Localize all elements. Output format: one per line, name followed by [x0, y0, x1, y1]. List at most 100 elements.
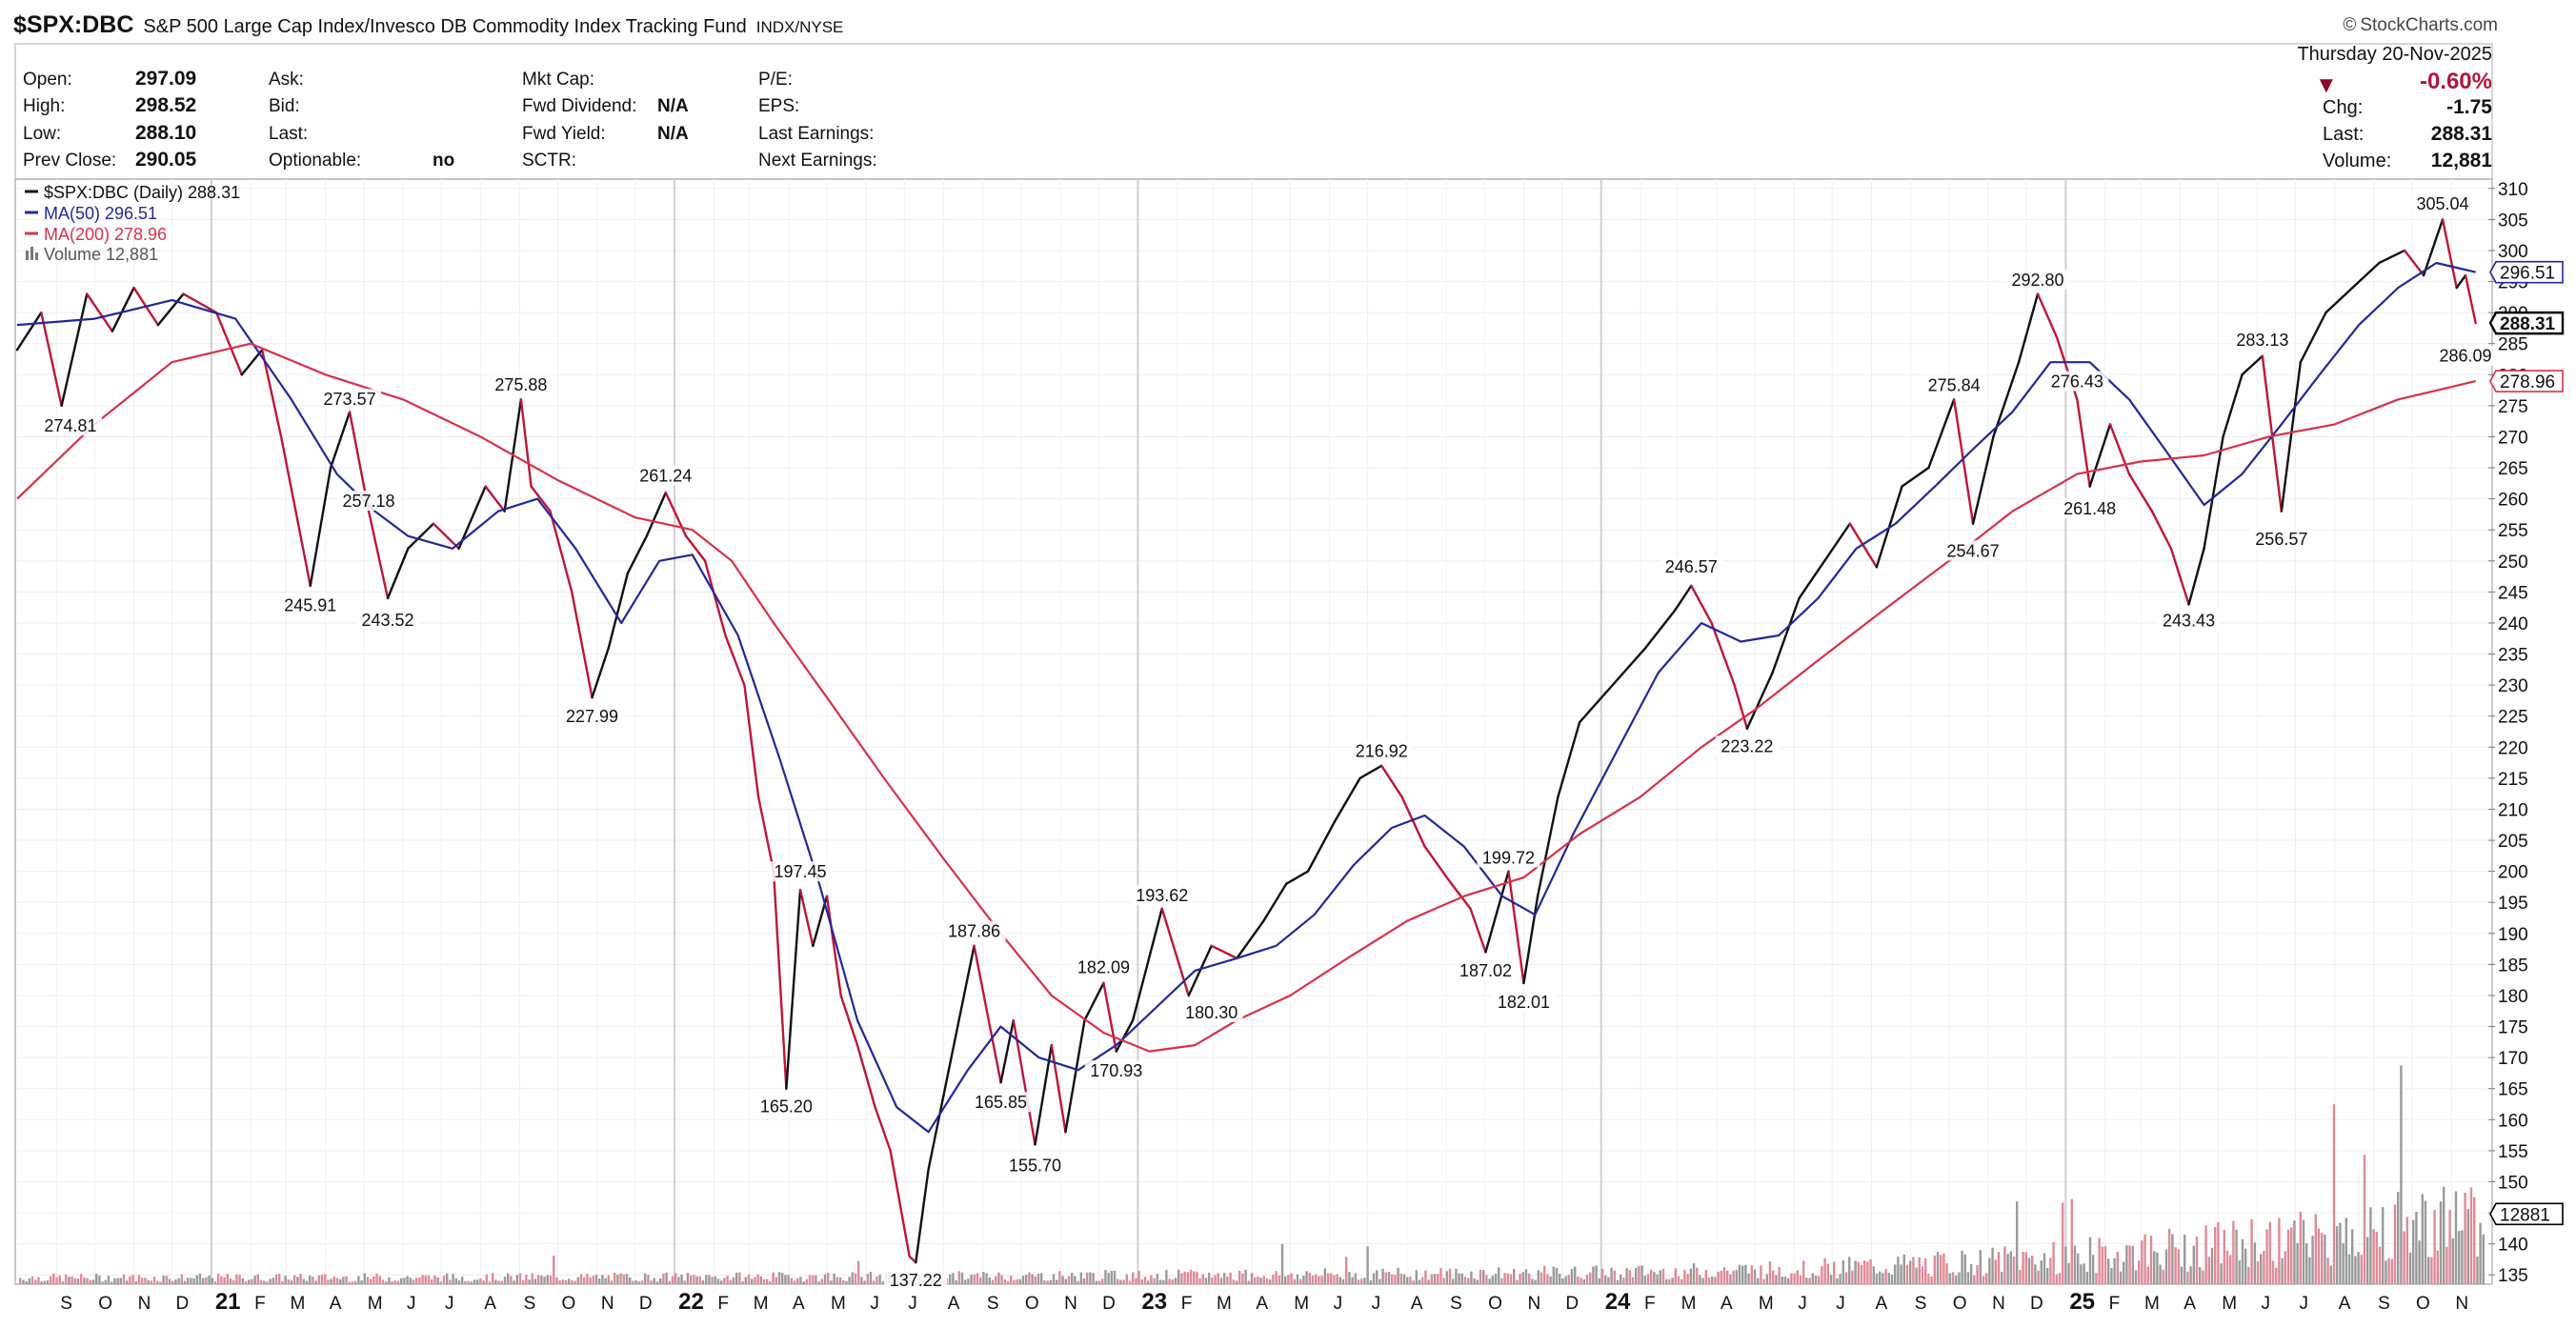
volume-bar [400, 1278, 403, 1284]
annotation-label: 246.57 [1665, 557, 1718, 576]
annotation-bg [942, 920, 1006, 941]
volume-bar [19, 1278, 22, 1284]
volume-bar [1147, 1280, 1150, 1284]
volume-bar [1247, 1280, 1250, 1284]
volume-bar [601, 1275, 604, 1284]
volume-bar [2116, 1251, 2119, 1284]
volume-bar [1095, 1280, 1097, 1284]
volume-bar [2293, 1220, 2296, 1284]
volume-bar [1528, 1273, 1531, 1284]
volume-bar [790, 1278, 793, 1284]
volume-bar [1168, 1278, 1171, 1284]
volume-bar [1585, 1274, 1589, 1284]
price-segment [530, 485, 552, 513]
volume-bar [1204, 1278, 1208, 1284]
volume-bar [1976, 1264, 1979, 1284]
price-segment [2017, 292, 2040, 364]
volume-bar [1646, 1274, 1650, 1284]
price-segment [2261, 354, 2284, 513]
volume-bar [2022, 1252, 2024, 1284]
x-month-label: M [1759, 1294, 1774, 1314]
volume-bar [449, 1279, 452, 1284]
volume-bar [650, 1280, 653, 1284]
x-month-label: F [1181, 1294, 1193, 1314]
volume-bar [479, 1278, 482, 1284]
badge-ma50 [2489, 260, 2564, 284]
volume-bar [2062, 1202, 2064, 1284]
volume-bar [1887, 1272, 1890, 1284]
volume-bar [1897, 1256, 1900, 1284]
volume-bar [1577, 1276, 1580, 1284]
volume-bar [1189, 1269, 1193, 1284]
volume-bar [86, 1278, 89, 1284]
volume-bar [2210, 1248, 2214, 1284]
volume-bar [549, 1275, 553, 1284]
volume-bar [1049, 1279, 1052, 1284]
volume-bar [592, 1276, 594, 1284]
volume-bar [1137, 1270, 1140, 1284]
volume-bar [1117, 1278, 1119, 1284]
price-segment [1823, 522, 1852, 562]
price-segment [908, 1255, 917, 1264]
y-tick-label: 305 [2498, 211, 2528, 231]
volume-bar [708, 1275, 711, 1284]
prev-close-value: 290.05 [135, 149, 197, 171]
brand[interactable]: © StockCharts.com [2343, 15, 2498, 36]
volume-bar [497, 1280, 500, 1284]
volume-bar [1506, 1273, 1509, 1284]
volume-bar [330, 1278, 332, 1284]
price-segment [1333, 776, 1361, 823]
y-tick-label: 310 [2498, 180, 2528, 200]
volume-bar [396, 1280, 400, 1284]
volume-bar [348, 1281, 351, 1284]
volume-bar [1369, 1279, 1372, 1284]
price-segment [664, 491, 688, 537]
volume-bar [418, 1277, 421, 1284]
volume-bar [1110, 1270, 1113, 1284]
volume-bar [637, 1281, 640, 1284]
annotation-label: 275.88 [494, 375, 547, 394]
volume-bar [2397, 1192, 2400, 1284]
volume-bar [89, 1279, 91, 1284]
volume-bar [2083, 1263, 2085, 1284]
volume-bar [881, 1280, 884, 1284]
volume-bar [2034, 1264, 2037, 1284]
volume-bar [1598, 1278, 1600, 1284]
x-month-label: M [1681, 1294, 1697, 1314]
price-segment [407, 522, 435, 550]
volume-bar [372, 1276, 375, 1284]
volume-bar [150, 1280, 152, 1284]
price-segment [2455, 273, 2467, 290]
volume-bar [2430, 1257, 2433, 1284]
volume-bar [2037, 1270, 2040, 1284]
price-segment [1484, 870, 1510, 954]
annotation-bg [1715, 735, 1779, 756]
price-segment [111, 286, 135, 332]
volume-bar [1445, 1271, 1448, 1284]
volume-bar [1467, 1278, 1470, 1284]
volume-bar [662, 1273, 665, 1284]
volume-bar [345, 1276, 348, 1284]
volume-bar [1915, 1267, 1918, 1284]
volume-bar [640, 1280, 644, 1284]
volume-bar [2128, 1245, 2131, 1284]
volume-bar [2085, 1271, 2088, 1284]
volume-bar [525, 1275, 528, 1284]
volume-bar [500, 1280, 503, 1284]
volume-bar [1326, 1273, 1330, 1284]
open-value: 297.09 [135, 68, 197, 90]
y-tick-label: 300 [2498, 242, 2528, 262]
price-segment [2351, 261, 2381, 290]
volume-bar [1793, 1273, 1796, 1284]
volume-bar [1235, 1280, 1238, 1284]
volume-bar [385, 1281, 388, 1284]
volume-bar [1753, 1269, 1757, 1284]
volume-bar [1226, 1277, 1229, 1284]
volume-bar [101, 1281, 104, 1284]
badge-label-price: 288.31 [2500, 314, 2556, 334]
volume-bar [1418, 1279, 1421, 1284]
volume-bar [1357, 1279, 1360, 1284]
volume-bar [1463, 1277, 1467, 1284]
volume-bar [1421, 1277, 1424, 1284]
